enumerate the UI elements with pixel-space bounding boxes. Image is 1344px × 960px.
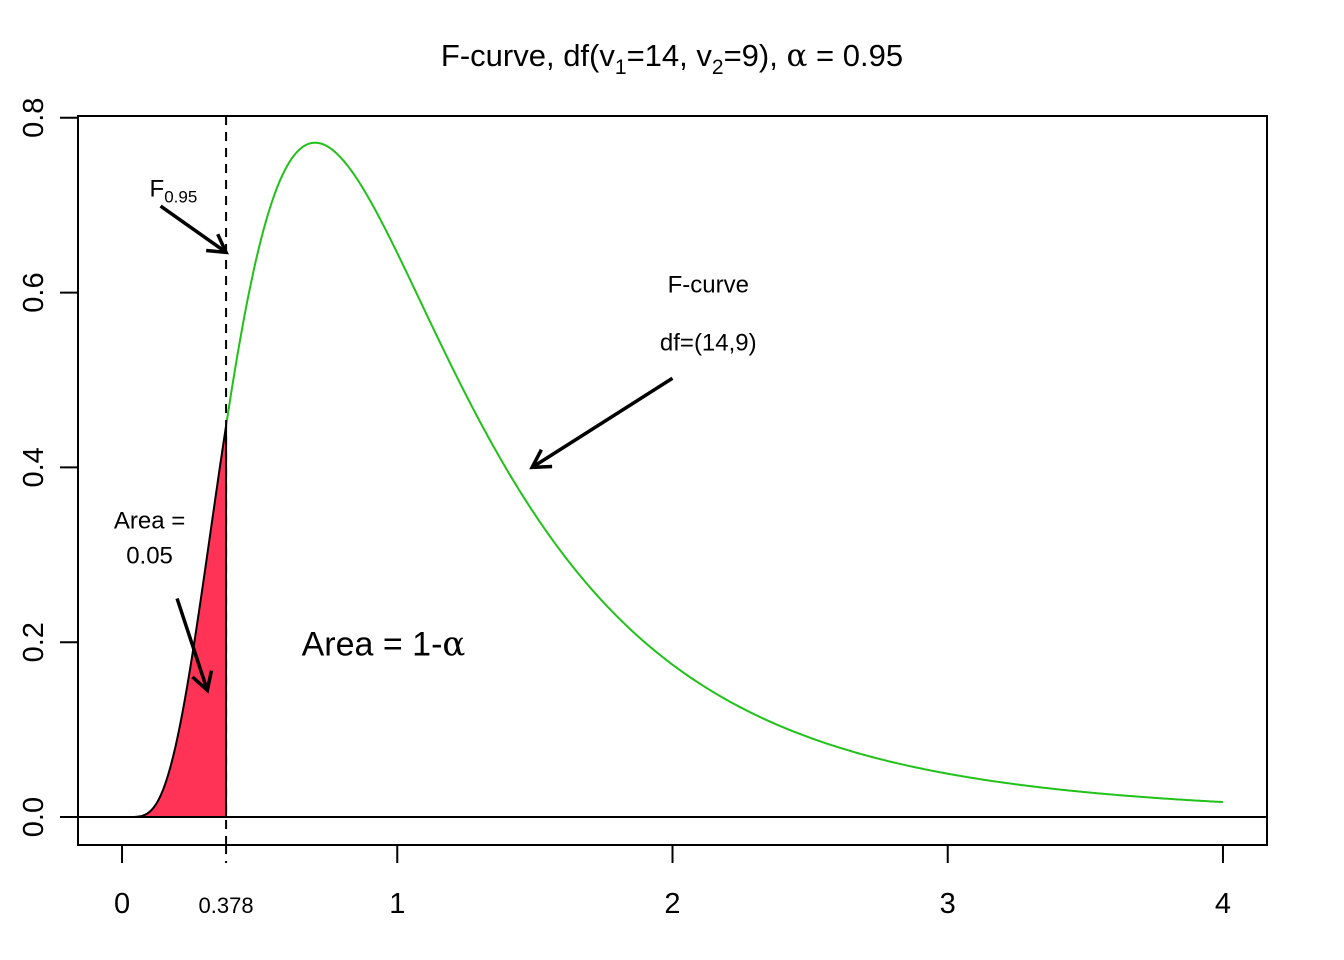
critical-label: F0.95 [150,175,198,206]
y-tick-label: 0.0 [18,797,50,837]
curve-label-line2: df=(14,9) [660,330,757,357]
chart-axes: 0 1 2 3 4 0.378 0.0 0.2 0.4 0.6 0.8 [18,98,1231,920]
x-tick-label: 2 [664,888,680,920]
critical-arrow-head [205,233,229,255]
alpha-symbol: α [786,38,807,74]
chart-title: F-curve, df(v1=14, v2=9), α = 0.95 [441,38,903,79]
left-area-arrow-head [191,670,214,694]
y-tick-label: 0.8 [18,98,50,138]
y-tick-label: 0.2 [18,622,50,662]
curve-label-line1: F-curve [668,272,749,299]
y-tick-label: 0.4 [18,447,50,487]
chart-marks [78,116,1267,863]
curve-arrow-shaft [531,376,674,469]
y-tick-label: 0.6 [18,272,50,312]
x-tick-label: 1 [389,888,405,920]
plot-frame [77,115,1268,846]
left-area-label-line1: Area = [114,508,185,535]
curve-arrow-head [529,448,553,470]
left-area-arrow-shaft [175,597,210,691]
x-tick-label: 0 [114,888,130,920]
critical-tick-label: 0.378 [199,893,254,918]
x-tick-label: 4 [1215,888,1231,920]
critical-arrow-shaft [159,204,228,254]
shaded-area-alpha [122,425,227,818]
x-tick-label: 3 [940,888,956,920]
right-area-label: Area = 1-α [302,624,466,664]
f-curve-line [225,141,1224,804]
left-area-label-line2: 0.05 [126,543,173,570]
chart-annotations: F0.95 F-curve df=(14,9) Area = 0.05 Area = 1-… [114,175,757,694]
